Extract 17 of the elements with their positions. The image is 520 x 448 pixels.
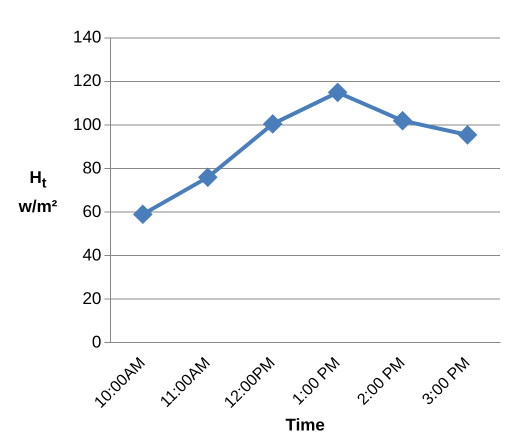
point [264, 114, 282, 133]
point [198, 168, 217, 186]
y-tick-label: 40 [82, 245, 102, 264]
point [458, 126, 477, 144]
point [328, 83, 347, 102]
y-tick-label: 140 [72, 28, 102, 47]
y-tick-label: 20 [82, 288, 102, 308]
y-tick-label: 80 [82, 158, 102, 178]
y-tick-label: 120 [72, 71, 102, 90]
x-tick-label: 3:00 PM [419, 354, 474, 409]
x-axis-title: Time [285, 415, 325, 434]
y-axis-title: H$_{t}$ w/m² [18, 167, 58, 218]
y-tick-label: 100 [72, 114, 102, 134]
point [134, 205, 152, 224]
y-tick-label: 60 [82, 202, 102, 221]
point [394, 112, 412, 130]
y-tick-label: 0 [92, 332, 102, 352]
